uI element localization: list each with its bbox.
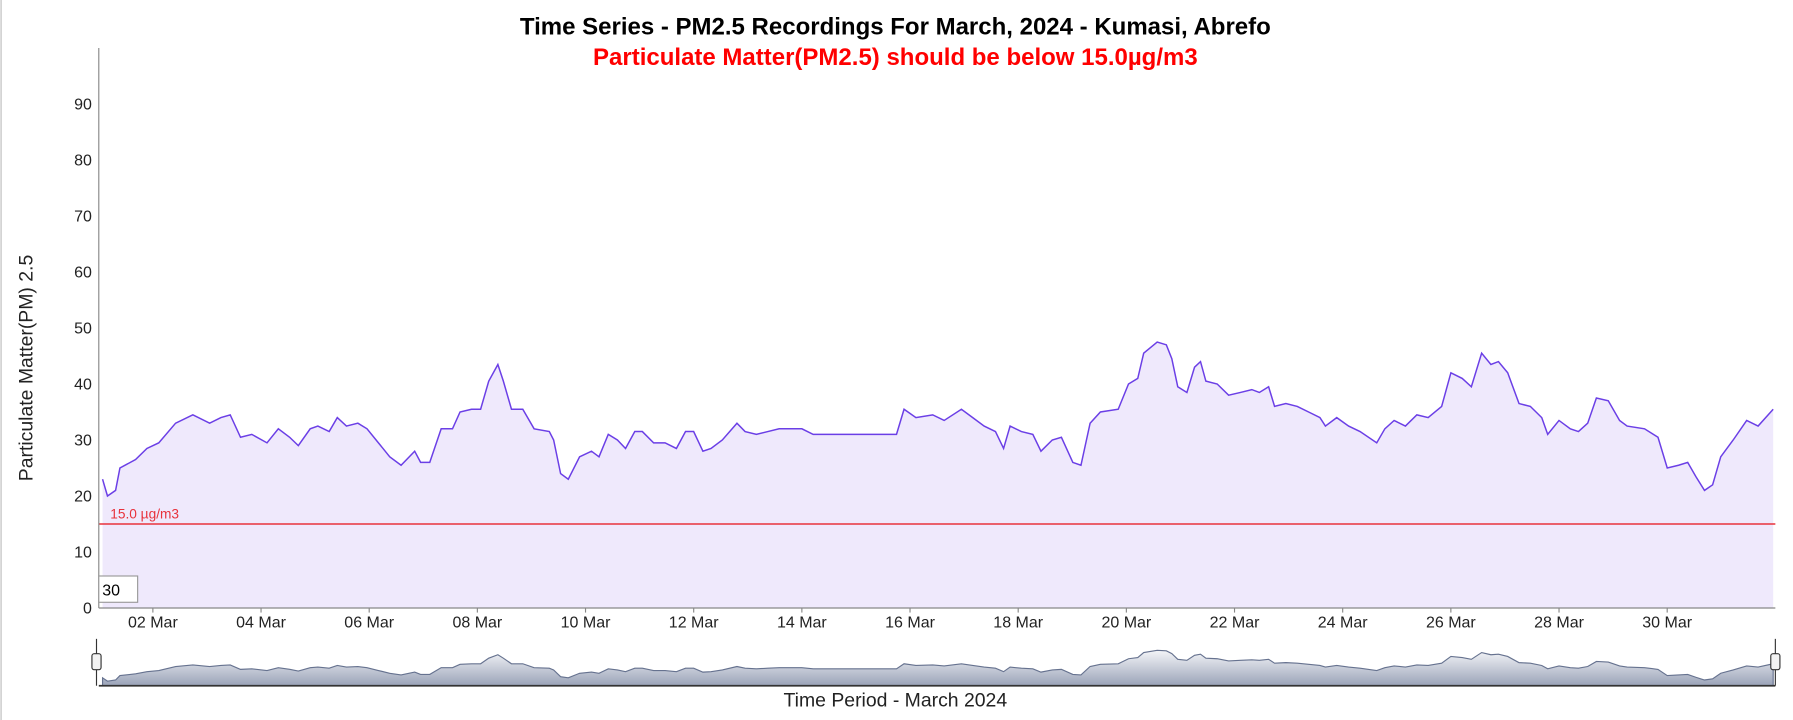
y-tick-label: 0: [83, 601, 92, 618]
x-tick-label: 02 Mar: [128, 614, 178, 631]
x-tick-label: 30 Mar: [1642, 614, 1692, 631]
y-tick-label: 90: [74, 97, 92, 114]
zoom-input-text: 30: [102, 582, 120, 599]
x-tick-label: 10 Mar: [561, 614, 611, 631]
y-tick-label: 80: [74, 153, 92, 170]
x-tick-label: 28 Mar: [1534, 614, 1584, 631]
y-tick-label: 30: [74, 433, 92, 450]
x-axis-label: Time Period - March 2024: [784, 689, 1008, 711]
y-tick-label: 60: [74, 265, 92, 282]
x-tick-label: 06 Mar: [344, 614, 394, 631]
x-tick-label: 16 Mar: [885, 614, 935, 631]
x-tick-label: 18 Mar: [993, 614, 1043, 631]
y-tick-label: 20: [74, 489, 92, 506]
x-tick-label: 22 Mar: [1210, 614, 1260, 631]
x-tick-label: 12 Mar: [669, 614, 719, 631]
x-tick-label: 08 Mar: [452, 614, 502, 631]
x-tick-label: 14 Mar: [777, 614, 827, 631]
x-tick-label: 26 Mar: [1426, 614, 1476, 631]
zoom-input[interactable]: 30: [98, 575, 139, 603]
y-axis-label: Particulate Matter(PM) 2.5: [16, 255, 38, 481]
x-tick-label: 04 Mar: [236, 614, 286, 631]
zoom-input-box[interactable]: [98, 575, 139, 603]
chart-subtitle: Particulate Matter(PM2.5) should be belo…: [593, 44, 1198, 71]
y-tick-label: 10: [74, 545, 92, 562]
navigator-handle[interactable]: [1770, 653, 1781, 671]
y-tick-label: 70: [74, 209, 92, 226]
x-tick-label: 20 Mar: [1101, 614, 1151, 631]
y-tick-label: 50: [74, 321, 92, 338]
area: [102, 342, 1774, 608]
navigator-handle[interactable]: [91, 653, 102, 671]
x-tick-label: 24 Mar: [1318, 614, 1368, 631]
y-tick-label: 40: [74, 377, 92, 394]
navigator-area: [101, 649, 1774, 687]
line: [101, 341, 1774, 498]
chart-title: Time Series - PM2.5 Recordings For March…: [520, 13, 1271, 40]
threshold-label: 15.0 µg/m3: [110, 506, 179, 521]
